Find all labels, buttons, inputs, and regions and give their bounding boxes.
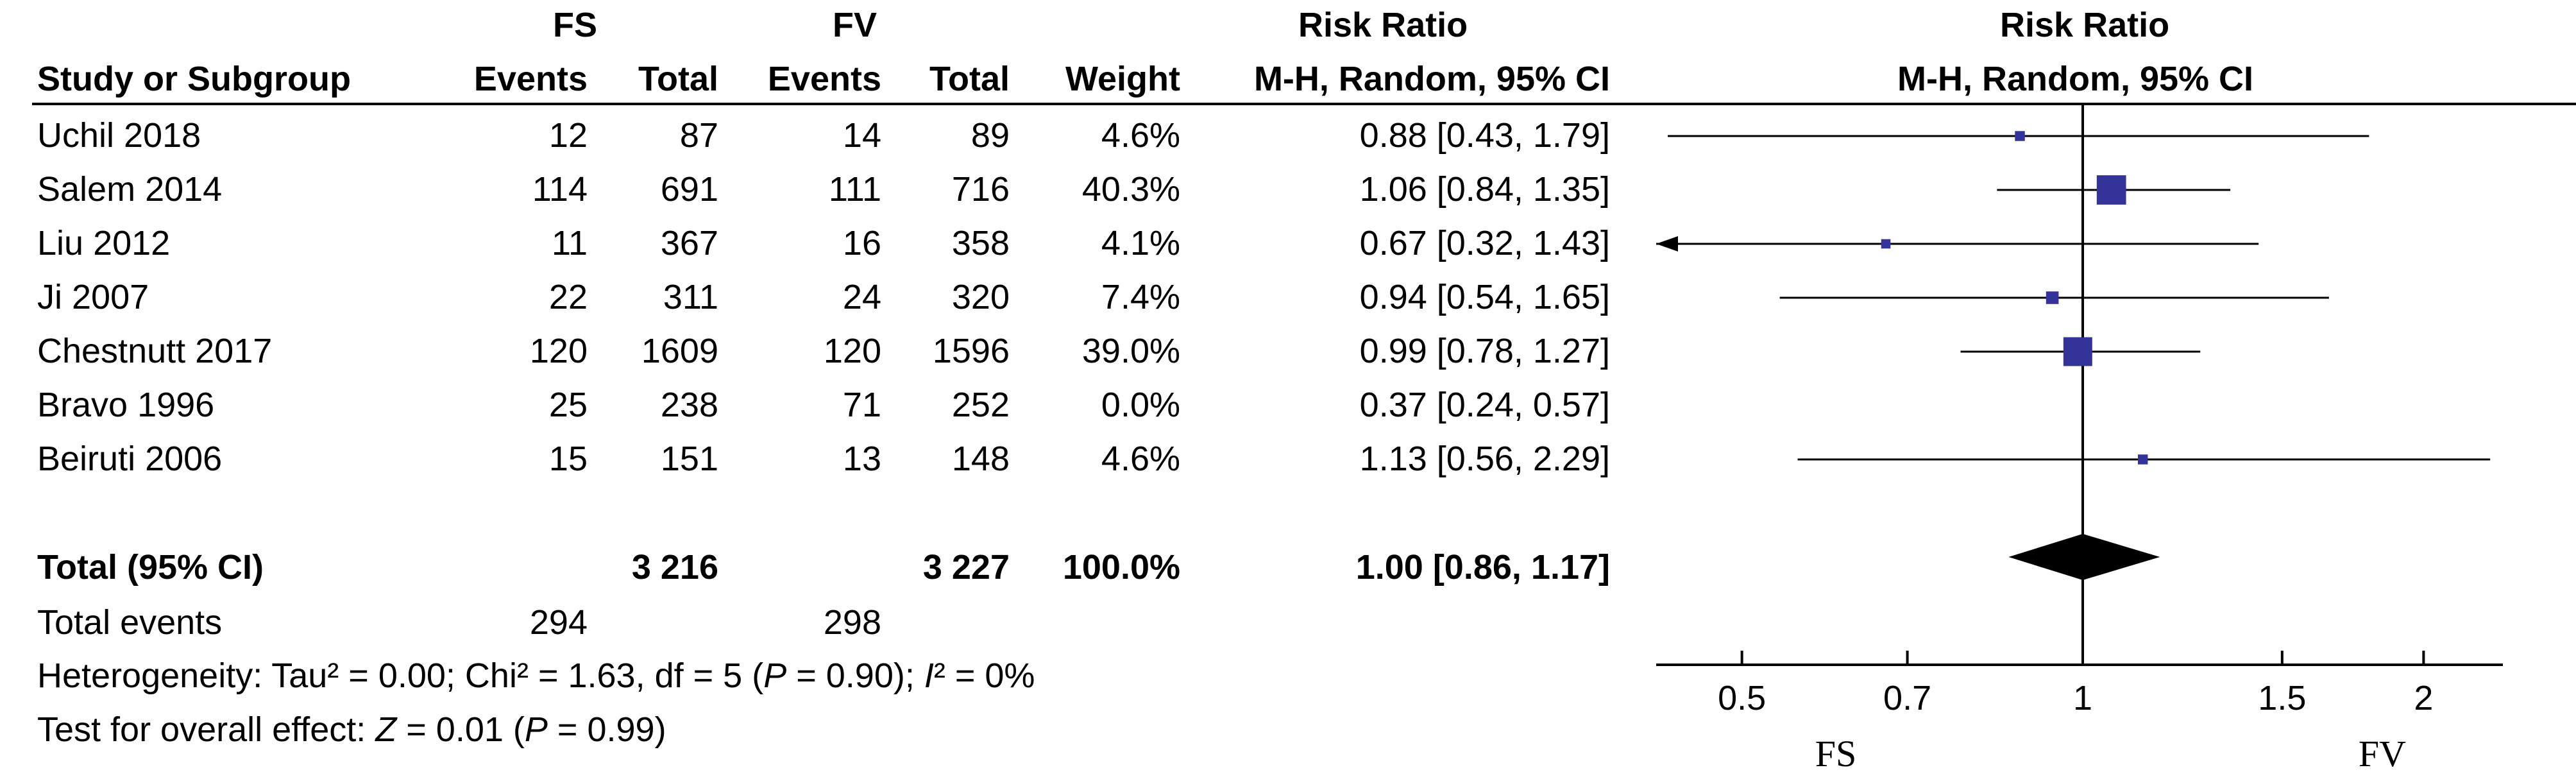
header-fv-total: Total [929,60,1010,98]
header-weight: Weight [1065,60,1180,98]
study-cell-e-events: 11 [551,224,588,262]
study-cell-weight: 4.6% [1101,116,1180,155]
study-cell-name: Beiruti 2006 [37,440,223,478]
study-cell-name: Chestnutt 2017 [37,332,273,370]
header-risk-ratio-plot: Risk Ratio [2000,6,2170,44]
study-cell-weight: 7.4% [1101,278,1180,316]
overall-effect-z-symbol: Z [375,710,397,749]
study-cell-c-total: 89 [970,116,1010,155]
study-cell-weight: 0.0% [1101,386,1180,424]
study-cell-e-events: 120 [529,332,588,370]
study-cell-e-events: 15 [548,440,588,478]
favours-fv-label: FV [2359,733,2406,775]
study-cell-weight: 40.3% [1081,170,1180,209]
study-cell-e-total: 151 [660,440,718,478]
study-marker [2046,291,2059,304]
study-cell-c-total: 252 [951,386,1010,424]
heterogeneity-p-symbol: P [763,656,787,695]
study-marker [2063,337,2092,366]
study-cell-ci-text: 0.99 [0.78, 1.27] [1359,332,1610,370]
study-cell-c-events: 120 [823,332,881,370]
study-cell-ci-text: 0.94 [0.54, 1.65] [1359,278,1610,316]
study-cell-e-events: 22 [548,278,588,316]
study-cell-c-events: 71 [842,386,881,424]
study-cell-name: Liu 2012 [37,224,171,262]
header-study: Study or Subgroup [37,60,351,98]
total-fs-total: 3 216 [631,548,718,586]
study-cell-e-total: 367 [660,224,718,262]
study-cell-c-events: 13 [842,440,881,478]
heterogeneity-mid: = 0.90); [786,656,924,695]
study-cell-e-total: 1609 [641,332,718,370]
total-events-fs: 294 [529,603,588,642]
study-cell-e-events: 12 [548,116,588,155]
study-cell-e-events: 114 [532,170,588,209]
total-weight: 100.0% [1062,548,1180,586]
overall-effect-suffix: = 0.99) [547,710,666,749]
total-events-fv: 298 [823,603,881,642]
overall-effect-prefix: Test for overall effect: [37,710,376,749]
study-cell-weight: 39.0% [1081,332,1180,370]
heterogeneity-suffix: ² = 0% [933,656,1035,695]
overall-effect-p-symbol: P [524,710,548,749]
summary-diamond [2008,534,2160,580]
study-cell-c-total: 716 [951,170,1010,209]
study-cell-name: Ji 2007 [37,278,149,316]
study-cell-c-total: 1596 [932,332,1010,370]
header-rr-method-plot: M-H, Random, 95% CI [1897,60,2254,98]
study-cell-c-total: 148 [951,440,1010,478]
study-cell-c-total: 320 [951,278,1010,316]
study-cell-c-events: 16 [842,224,881,262]
study-cell-name: Salem 2014 [37,170,223,209]
study-cell-weight: 4.1% [1101,224,1180,262]
study-cell-c-events: 24 [842,278,881,316]
study-marker [2015,131,2025,141]
study-cell-ci-text: 0.37 [0.24, 0.57] [1359,386,1610,424]
ci-arrow-left [1656,236,1678,252]
header-fv: FV [833,6,877,44]
heterogeneity-text: Heterogeneity: Tau² = 0.00; Chi² = 1.63,… [37,658,1035,693]
study-cell-c-events: 14 [842,116,881,155]
header-fv-events: Events [767,60,881,98]
overall-effect-text: Test for overall effect: Z = 0.01 (P = 0… [37,712,666,747]
header-fs-total: Total [638,60,718,98]
study-marker [1881,239,1891,249]
study-cell-e-total: 691 [660,170,718,209]
study-cell-e-total: 87 [679,116,718,155]
total-events-label: Total events [37,603,223,642]
header-rr-method-table: M-H, Random, 95% CI [1253,60,1610,98]
study-cell-ci-text: 0.88 [0.43, 1.79] [1359,116,1610,155]
x-tick-label: 1.5 [2258,679,2306,717]
heterogeneity-i-symbol: I [924,656,934,695]
heterogeneity-prefix: Heterogeneity: Tau² = 0.00; Chi² = 1.63,… [37,656,764,695]
study-cell-e-total: 311 [663,278,718,316]
study-cell-name: Uchil 2018 [37,116,201,155]
total-ci-text: 1.00 [0.86, 1.17] [1355,548,1610,586]
study-cell-e-events: 25 [548,386,588,424]
overall-effect-mid: = 0.01 ( [396,710,525,749]
total-label: Total (95% CI) [37,548,264,586]
study-cell-weight: 4.6% [1101,440,1180,478]
study-cell-e-total: 238 [660,386,718,424]
header-fs-events: Events [473,60,588,98]
header-risk-ratio-table: Risk Ratio [1298,6,1468,44]
study-marker [2137,454,2148,465]
x-tick-label: 1 [2073,679,2092,717]
study-marker [2096,175,2126,205]
study-cell-c-events: 111 [828,170,881,209]
x-tick-label: 0.7 [1883,679,1931,717]
total-fv-total: 3 227 [922,548,1010,586]
x-tick-label: 2 [2414,679,2433,717]
study-cell-ci-text: 1.06 [0.84, 1.35] [1359,170,1610,209]
study-cell-name: Bravo 1996 [37,386,215,424]
study-cell-ci-text: 0.67 [0.32, 1.43] [1359,224,1610,262]
favours-fs-label: FS [1815,733,1857,775]
study-cell-ci-text: 1.13 [0.56, 2.29] [1359,440,1610,478]
study-cell-c-total: 358 [951,224,1010,262]
header-fs: FS [553,6,598,44]
x-tick-label: 0.5 [1718,679,1766,717]
header-rule [32,103,2576,105]
